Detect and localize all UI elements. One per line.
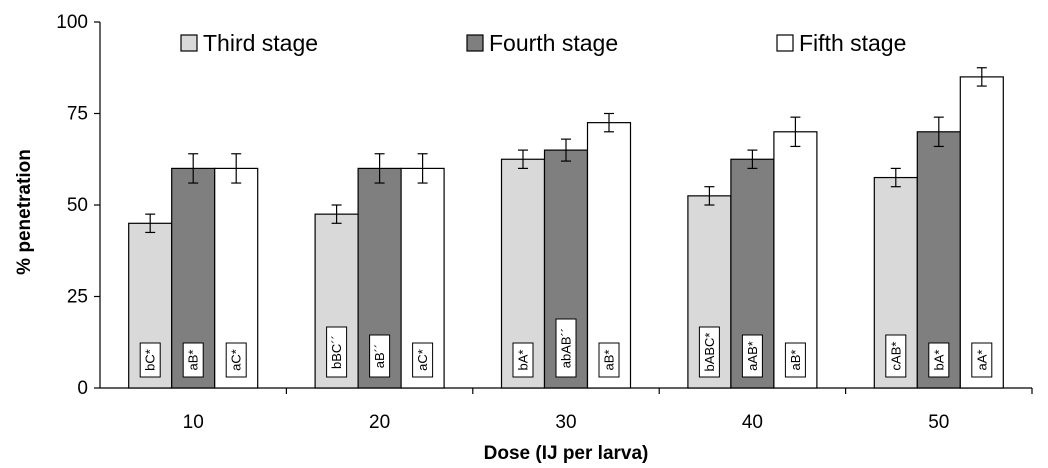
significance-box (928, 342, 950, 378)
significance-box (555, 318, 577, 378)
significance-box (784, 342, 806, 378)
x-tick-label: 10 (183, 412, 204, 433)
significance-label: bC* (143, 349, 158, 371)
legend: Third stage Fourth stage Fifth stage (180, 30, 906, 56)
significance-label: bBC´´ (329, 335, 344, 369)
legend-swatch (776, 34, 794, 52)
y-tick-label: 25 (67, 287, 88, 308)
significance-box (741, 334, 763, 378)
significance-label: cAB* (888, 342, 903, 371)
x-tick-label: 20 (369, 412, 390, 433)
y-tick-label: 75 (67, 104, 88, 125)
significance-label: bA* (931, 350, 946, 371)
y-tick-label: 100 (56, 12, 88, 33)
significance-box (326, 326, 348, 378)
legend-label: Third stage (203, 30, 318, 56)
x-tick-label: 50 (928, 412, 949, 433)
legend-swatch (180, 34, 198, 52)
y-tick-label: 0 (77, 378, 88, 399)
x-axis: 10 20 30 40 50 (100, 387, 1033, 433)
legend-swatch (466, 34, 484, 52)
x-tick-label: 30 (555, 412, 576, 433)
significance-box (512, 342, 534, 378)
bars: bC* aB* aC* bBC´´ aB´´ aC* bA* abAB´´ aB* bABC* aA… (128, 67, 1004, 389)
significance-label: aA* (974, 350, 989, 371)
significance-box (225, 342, 247, 378)
y-tick-label: 50 (67, 195, 88, 216)
significance-label: aAB* (745, 341, 760, 371)
significance-label: abAB´´ (559, 328, 574, 368)
significance-box (598, 342, 620, 378)
y-axis: 0 25 50 75 100 (56, 12, 101, 399)
legend-label: Fifth stage (799, 30, 906, 56)
significance-label: aB´´ (372, 344, 387, 369)
significance-label: bA* (516, 350, 531, 371)
significance-label: bABC* (702, 332, 717, 371)
significance-box (412, 342, 434, 378)
significance-label: aB* (788, 350, 803, 371)
y-axis-title: % penetration (14, 149, 35, 275)
significance-box (698, 326, 720, 378)
significance-box (139, 342, 161, 378)
significance-label: aB* (602, 350, 617, 371)
x-axis-title: Dose (IJ per larva) (484, 443, 649, 464)
significance-box (971, 342, 993, 378)
significance-box (182, 342, 204, 378)
significance-box (369, 334, 391, 378)
legend-label: Fourth stage (489, 30, 618, 56)
x-tick-label: 40 (742, 412, 763, 433)
significance-box (885, 334, 907, 378)
bar (959, 76, 1004, 389)
significance-label: aC* (229, 349, 244, 371)
significance-label: aB* (186, 350, 201, 371)
significance-label: aC* (415, 349, 430, 371)
